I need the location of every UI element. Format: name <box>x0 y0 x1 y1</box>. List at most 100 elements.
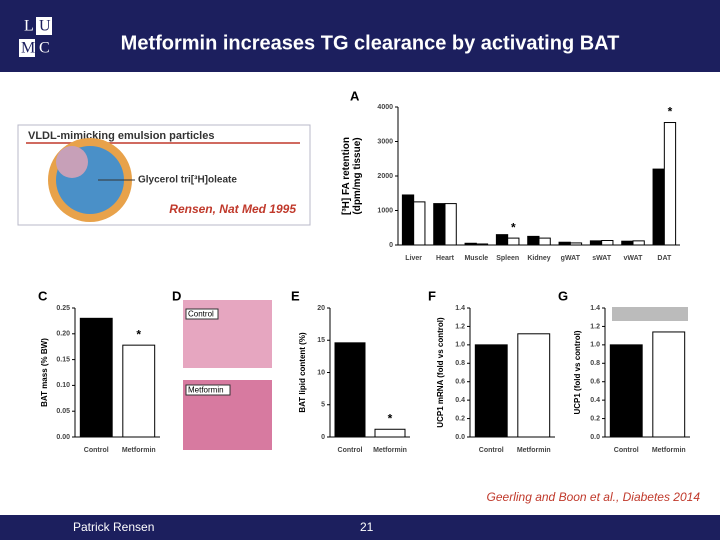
y-tick-label: 15 <box>317 337 325 344</box>
bar <box>474 344 508 438</box>
y-axis-label: UCP1 mRNA (fold vs control) <box>436 317 445 428</box>
y-tick-label: 0.15 <box>56 356 70 363</box>
y-tick-label: 1.4 <box>455 305 465 312</box>
label-box <box>185 384 231 396</box>
y-tick-label: 0.6 <box>455 379 465 386</box>
bar <box>475 243 489 246</box>
y-tick-label: 0.0 <box>455 434 465 441</box>
annotation: * <box>668 105 673 119</box>
x-tick-label: Metformin <box>373 447 407 454</box>
panel-letter: E <box>291 288 300 303</box>
bar <box>401 194 415 246</box>
y-tick-label: 20 <box>317 305 325 312</box>
histology: D Control Metformin <box>172 288 272 450</box>
y-tick-label: 0.20 <box>56 331 70 338</box>
x-tick-label: Kidney <box>527 255 550 262</box>
logo-letter: U <box>39 18 51 35</box>
y-tick-label: 0.05 <box>56 408 70 415</box>
bar <box>122 344 156 438</box>
footer-author: Patrick Rensen <box>73 520 154 534</box>
x-tick-label: Liver <box>405 255 422 262</box>
y-tick-label: 0 <box>321 434 325 441</box>
y-tick-label: 3000 <box>377 138 393 145</box>
y-tick-label: 0.4 <box>590 397 600 404</box>
bar <box>609 344 643 438</box>
y-tick-label: 0.4 <box>455 397 465 404</box>
y-tick-label: 1.4 <box>590 305 600 312</box>
y-tick-label: 0.10 <box>56 382 70 389</box>
y-tick-label: 1.2 <box>590 323 600 330</box>
x-tick-label: Muscle <box>464 255 488 262</box>
x-tick-label: Control <box>479 447 504 454</box>
y-tick-label: 0.8 <box>590 360 600 367</box>
blot-image <box>612 307 688 321</box>
y-tick-label: 5 <box>321 402 325 409</box>
bar <box>569 242 583 246</box>
y-tick-label: 0.25 <box>56 305 70 312</box>
x-tick-label: Metformin <box>122 447 156 454</box>
bar <box>652 168 665 246</box>
y-axis-label: [³H] FA retention <box>341 137 352 215</box>
bar <box>433 203 446 246</box>
y-axis-label: BAT mass (% BW) <box>40 338 49 407</box>
panel-letter: F <box>428 288 436 303</box>
bar <box>663 122 677 246</box>
x-tick-label: DAT <box>657 255 672 262</box>
y-tick-label: 0.8 <box>455 360 465 367</box>
bar <box>413 201 426 246</box>
histology-label: Metformin <box>188 386 224 395</box>
x-tick-label: sWAT <box>592 255 612 262</box>
y-tick-label: 0.2 <box>590 415 600 422</box>
panel-letter: G <box>558 288 568 303</box>
bar <box>652 331 686 438</box>
panel-letter: A <box>350 88 360 103</box>
annotation: * <box>136 327 141 341</box>
x-tick-label: Heart <box>436 255 455 262</box>
x-tick-label: Control <box>84 447 109 454</box>
diagram-title: VLDL-mimicking emulsion particles <box>28 130 214 142</box>
logo: L U M C <box>19 17 52 57</box>
annotation: * <box>511 220 516 234</box>
bar <box>527 235 540 246</box>
x-tick-label: Metformin <box>517 447 551 454</box>
bar <box>464 242 477 246</box>
bar <box>495 234 509 246</box>
y-tick-label: 0.6 <box>590 379 600 386</box>
y-axis-label: (dpm/mg tissue) <box>352 137 363 214</box>
annotation: * <box>388 411 393 425</box>
bar <box>444 203 457 246</box>
page-number: 21 <box>360 520 374 534</box>
label-box <box>185 308 219 320</box>
y-axis-label: BAT lipid content (%) <box>298 332 307 413</box>
x-tick-label: Spleen <box>496 255 519 262</box>
logo-letter: L <box>24 18 34 35</box>
x-tick-label: gWAT <box>561 255 581 262</box>
footer-band <box>0 515 720 540</box>
bar <box>538 237 551 246</box>
x-tick-label: Control <box>338 447 363 454</box>
y-tick-label: 1.2 <box>455 323 465 330</box>
emulsion-diagram: VLDL-mimicking emulsion particles Glycer… <box>17 124 311 226</box>
y-tick-label: 0.0 <box>590 434 600 441</box>
bar <box>558 241 571 246</box>
bar <box>632 240 645 246</box>
bar <box>79 317 113 438</box>
panel-letter: C <box>38 288 48 303</box>
x-tick-label: vWAT <box>624 255 644 262</box>
bar <box>334 342 366 438</box>
diagram-reference: Rensen, Nat Med 1995 <box>169 202 296 216</box>
bar <box>621 240 634 246</box>
y-tick-label: 4000 <box>377 104 393 111</box>
panel-letter: D <box>172 288 181 303</box>
bar <box>517 333 551 438</box>
bar <box>601 240 614 246</box>
y-tick-label: 0.2 <box>455 415 465 422</box>
diagram-label: Glycerol tri[³H]oleate <box>138 175 237 186</box>
y-tick-label: 2000 <box>377 173 393 180</box>
logo-box <box>36 17 52 35</box>
y-tick-label: 1.0 <box>590 342 600 349</box>
bar <box>374 428 406 438</box>
logo-letter: C <box>39 40 50 57</box>
